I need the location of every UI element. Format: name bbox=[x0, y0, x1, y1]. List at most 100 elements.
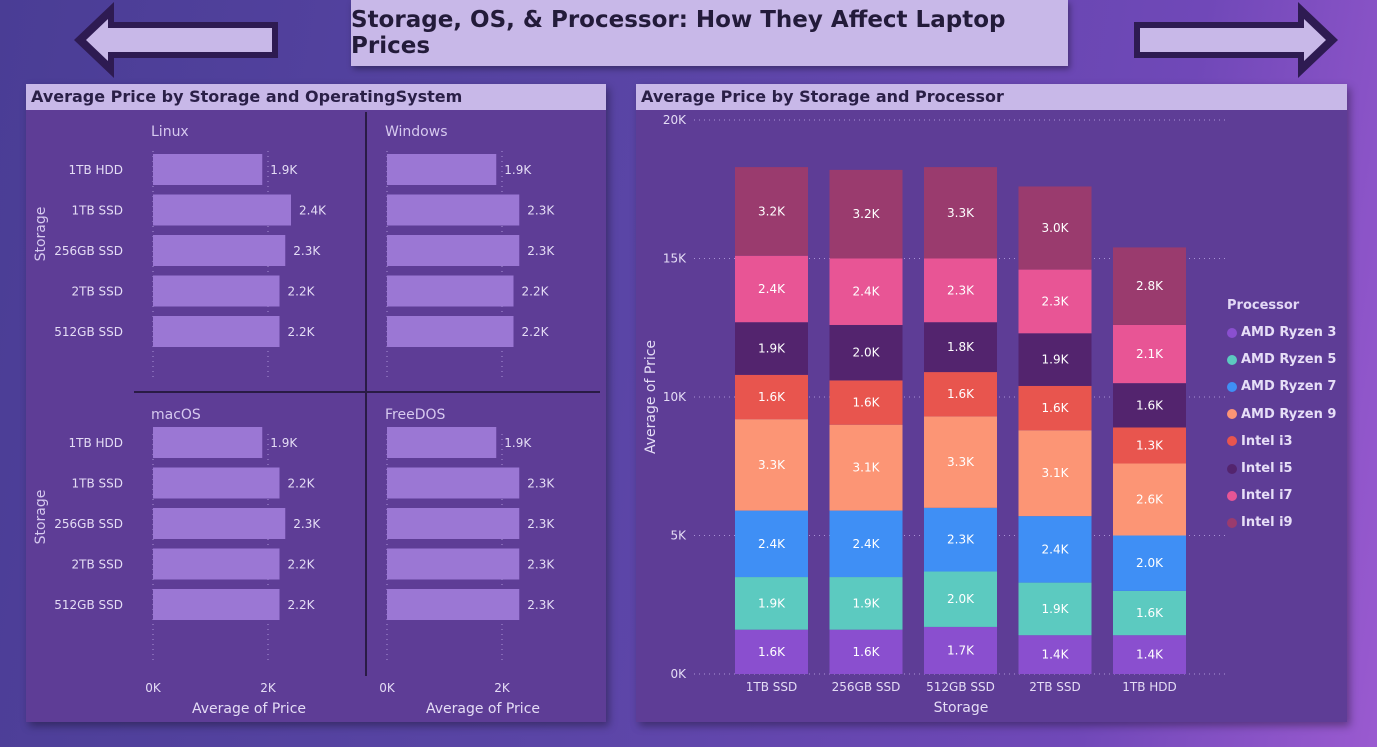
stacked-bar-segment bbox=[829, 380, 903, 425]
legend-label: AMD Ryzen 7 bbox=[1241, 379, 1337, 395]
data-label: 3.1K bbox=[1042, 466, 1070, 480]
data-label: 2.3K bbox=[527, 204, 555, 218]
storage-os-chart: Linux 1.9K 1TB HDD 2.4K 1TB SSD 2.3K 256GB SSD… bbox=[33, 112, 600, 717]
category-label: 2TB SSD bbox=[72, 558, 124, 572]
legend-item[interactable]: Intel i3 bbox=[1227, 428, 1347, 455]
legend-marker bbox=[1227, 409, 1237, 420]
storage-os-chart-panel: Average Price by Storage and OperatingSy… bbox=[26, 84, 606, 722]
data-label: 2.2K bbox=[288, 285, 316, 299]
bar bbox=[387, 275, 514, 307]
y-axis-title: Average of Price bbox=[643, 340, 659, 454]
stacked-bar-segment bbox=[924, 372, 997, 417]
storage-processor-chart: 0K 5K 10K 15K 20K Average of Price Storage 1.6K… bbox=[643, 113, 1226, 716]
data-label: 2.2K bbox=[288, 477, 316, 491]
data-label: 3.0K bbox=[1042, 221, 1070, 235]
category-label: 1TB HDD bbox=[68, 163, 123, 177]
data-label: 1.6K bbox=[758, 390, 786, 404]
stacked-bar-segment bbox=[735, 577, 808, 630]
bar bbox=[153, 154, 263, 185]
legend-item[interactable]: AMD Ryzen 3 bbox=[1227, 319, 1347, 346]
y-tick-label: 5K bbox=[670, 529, 687, 543]
legend-item[interactable]: Intel i5 bbox=[1227, 455, 1347, 482]
legend-marker bbox=[1227, 436, 1237, 447]
legend-marker bbox=[1227, 354, 1237, 365]
stacked-bar-segment bbox=[735, 374, 808, 420]
processor-legend: Processor AMD Ryzen 3 AMD Ryzen 5 AMD Ryze… bbox=[1227, 298, 1347, 537]
data-label: 2.0K bbox=[947, 592, 975, 606]
stacked-bar-segment bbox=[924, 258, 997, 323]
facet-label: Linux bbox=[151, 124, 189, 140]
stacked-bar-segment bbox=[1113, 383, 1186, 428]
category-label: 512GB SSD bbox=[54, 325, 123, 339]
stacked-bar-segment bbox=[829, 577, 903, 630]
data-label: 2.2K bbox=[522, 285, 550, 299]
legend-item[interactable]: Intel i7 bbox=[1227, 482, 1347, 509]
stacked-bar-segment bbox=[1113, 247, 1186, 325]
data-label: 1.6K bbox=[947, 387, 975, 401]
bar bbox=[387, 427, 497, 458]
data-label: 1.9K bbox=[504, 163, 532, 177]
legend-item[interactable]: AMD Ryzen 7 bbox=[1227, 373, 1347, 400]
stacked-bar-segment bbox=[1018, 582, 1092, 636]
legend-marker bbox=[1227, 490, 1237, 501]
category-label: 1TB SSD bbox=[72, 204, 124, 218]
stacked-bar-segment bbox=[829, 424, 903, 511]
data-label: 2.2K bbox=[288, 325, 316, 339]
bar bbox=[387, 467, 520, 499]
data-label: 3.3K bbox=[947, 206, 975, 220]
legend-label: AMD Ryzen 3 bbox=[1241, 325, 1337, 341]
x-axis-title: Storage bbox=[934, 700, 989, 716]
legend-label: Intel i7 bbox=[1241, 488, 1293, 504]
data-label: 1.9K bbox=[1042, 353, 1070, 367]
data-label: 1.4K bbox=[1136, 648, 1164, 662]
data-label: 2.2K bbox=[288, 598, 316, 612]
legend-marker bbox=[1227, 327, 1237, 338]
x-tick-label: 1TB SSD bbox=[746, 680, 798, 694]
stacked-bar-segment bbox=[1113, 535, 1186, 591]
data-label: 2.2K bbox=[288, 558, 316, 572]
data-label: 1.3K bbox=[1136, 438, 1164, 452]
y-tick-label: 15K bbox=[663, 252, 687, 266]
x-axis-title: Average of Price bbox=[192, 701, 306, 717]
forward-arrow-icon[interactable] bbox=[1130, 0, 1340, 80]
legend-label: Intel i9 bbox=[1241, 515, 1293, 531]
stacked-bar-segment bbox=[924, 322, 997, 373]
data-label: 2.3K bbox=[1042, 294, 1070, 308]
data-label: 2.3K bbox=[527, 558, 555, 572]
data-label: 2.4K bbox=[853, 285, 881, 299]
data-label: 2.3K bbox=[527, 477, 555, 491]
data-label: 1.9K bbox=[853, 596, 881, 610]
stacked-bar-segment bbox=[924, 571, 997, 627]
bar bbox=[153, 589, 280, 620]
bar bbox=[387, 235, 520, 266]
data-label: 2.3K bbox=[293, 517, 321, 531]
stacked-bar-segment bbox=[1018, 385, 1092, 431]
data-label: 2.4K bbox=[1042, 542, 1070, 556]
data-label: 1.6K bbox=[1042, 401, 1070, 415]
data-label: 2.8K bbox=[1136, 279, 1164, 293]
stacked-bar-segment bbox=[924, 507, 997, 572]
stacked-bar-segment bbox=[829, 258, 903, 325]
legend-item[interactable]: Intel i9 bbox=[1227, 509, 1347, 536]
data-label: 2.3K bbox=[947, 533, 975, 547]
data-label: 2.3K bbox=[527, 517, 555, 531]
y-axis-title: Storage bbox=[33, 490, 49, 545]
data-label: 2.0K bbox=[853, 346, 881, 360]
data-label: 3.1K bbox=[853, 461, 881, 475]
data-label: 2.4K bbox=[299, 204, 327, 218]
y-tick-label: 0K bbox=[670, 667, 687, 681]
data-label: 1.6K bbox=[853, 645, 881, 659]
legend-item[interactable]: AMD Ryzen 9 bbox=[1227, 401, 1347, 428]
x-tick-label: 2TB SSD bbox=[1029, 680, 1081, 694]
storage-processor-chart-panel: Average Price by Storage and Processor 0… bbox=[636, 84, 1347, 722]
data-label: 1.6K bbox=[1136, 398, 1164, 412]
category-label: 256GB SSD bbox=[54, 244, 123, 258]
data-label: 2.2K bbox=[522, 325, 550, 339]
stacked-bar-segment bbox=[924, 626, 997, 674]
stacked-bar-segment bbox=[829, 629, 903, 674]
back-arrow-icon[interactable] bbox=[72, 0, 282, 80]
bar bbox=[153, 194, 291, 226]
legend-marker bbox=[1227, 463, 1237, 474]
stacked-bar-segment bbox=[735, 419, 808, 511]
legend-item[interactable]: AMD Ryzen 5 bbox=[1227, 346, 1347, 373]
